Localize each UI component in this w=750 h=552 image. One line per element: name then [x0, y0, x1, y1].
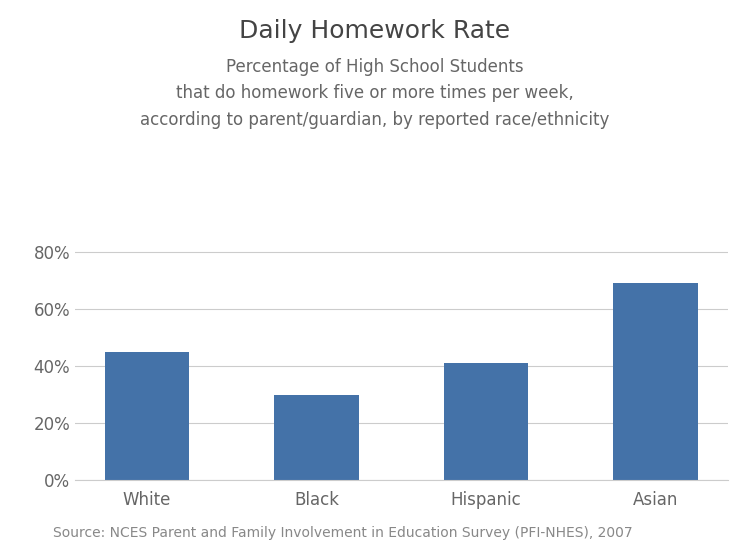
Text: Daily Homework Rate: Daily Homework Rate [239, 19, 511, 43]
Text: Percentage of High School Students
that do homework five or more times per week,: Percentage of High School Students that … [140, 58, 610, 129]
Text: Source: NCES Parent and Family Involvement in Education Survey (PFI-NHES), 2007: Source: NCES Parent and Family Involveme… [53, 526, 632, 540]
Bar [274, 395, 359, 480]
Bar [105, 352, 190, 480]
Bar [443, 363, 528, 480]
Bar [613, 283, 698, 480]
